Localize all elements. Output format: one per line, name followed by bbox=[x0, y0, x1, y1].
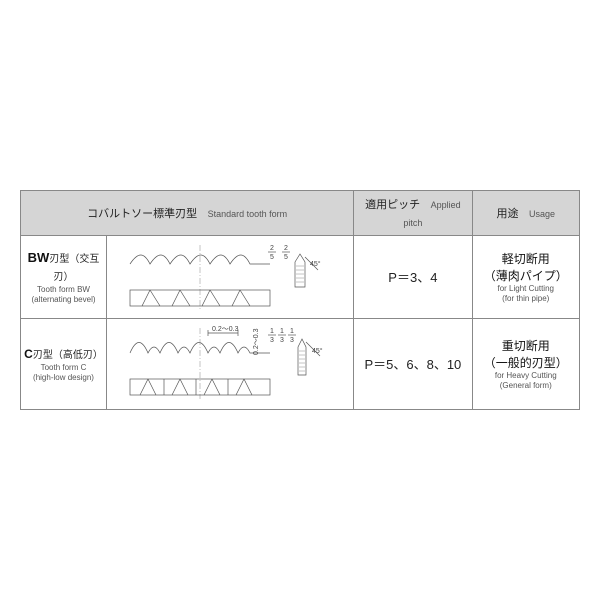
table-container: コバルトソー標準刃型 Standard tooth form 適用ピッチ App… bbox=[20, 190, 580, 410]
header-col1-en: Standard tooth form bbox=[208, 209, 288, 219]
usage-en2-c: (General form) bbox=[475, 381, 578, 391]
row-c-name: C刃型（高低刃） Tooth form C (high-low design) bbox=[21, 319, 107, 410]
frac-num: 2 bbox=[270, 245, 274, 252]
row-bw-usage: 軽切断用 （薄肉パイプ） for Light Cutting (for thin… bbox=[472, 236, 580, 319]
header-pitch: 適用ピッチ Applied pitch bbox=[354, 191, 472, 236]
angle-label-c: 45° bbox=[312, 347, 323, 355]
usage-en1-c: for Heavy Cutting bbox=[475, 371, 578, 381]
row-c-en1: Tooth form C bbox=[23, 363, 104, 373]
row-c-title: C bbox=[24, 347, 33, 361]
frac-den: 5 bbox=[270, 254, 274, 261]
row-c-diagram: 0.2～0.3 1 3 1 3 1 3 0.2～0.3 bbox=[107, 319, 354, 410]
row-bw-diagram: 2 5 2 5 45° bbox=[107, 236, 354, 319]
table-row: C刃型（高低刃） Tooth form C (high-low design) … bbox=[21, 319, 580, 410]
row-c-pitch: P＝5、6、8、10 bbox=[354, 319, 472, 410]
usage-ja2-c: （一般的刃型） bbox=[475, 354, 578, 371]
frac-num-c3: 1 bbox=[290, 328, 294, 335]
frac-num-c: 1 bbox=[270, 328, 274, 335]
header-col3-ja: 用途 bbox=[497, 208, 519, 220]
frac-den-c2: 3 bbox=[280, 337, 284, 344]
usage-ja1-c: 重切断用 bbox=[475, 337, 578, 354]
row-bw-name: BW刃型（交互刃） Tooth form BW (alternating bev… bbox=[21, 236, 107, 319]
top-gap-label: 0.2～0.3 bbox=[212, 326, 239, 333]
frac-den2: 5 bbox=[284, 254, 288, 261]
frac-den-c: 3 bbox=[270, 337, 274, 344]
row-bw-title: BW bbox=[28, 250, 50, 265]
row-c-usage: 重切断用 （一般的刃型） for Heavy Cutting (General … bbox=[472, 319, 580, 410]
row-c-ja-suffix: 刃型（高低刃） bbox=[33, 350, 103, 361]
header-row: コバルトソー標準刃型 Standard tooth form 適用ピッチ App… bbox=[21, 191, 580, 236]
usage-en2: (for thin pipe) bbox=[475, 294, 578, 304]
side-gap-label: 0.2～0.3 bbox=[253, 328, 260, 355]
tooth-form-table: コバルトソー標準刃型 Standard tooth form 適用ピッチ App… bbox=[20, 190, 580, 410]
frac-num2: 2 bbox=[284, 245, 288, 252]
usage-ja2: （薄肉パイプ） bbox=[475, 267, 578, 284]
pitch-value-c: P＝5、6、8、10 bbox=[364, 357, 461, 372]
pitch-value: P＝3、4 bbox=[388, 270, 437, 285]
row-bw-en2: (alternating bevel) bbox=[23, 295, 104, 305]
header-col1-ja: コバルトソー標準刃型 bbox=[87, 208, 197, 220]
frac-den-c3: 3 bbox=[290, 337, 294, 344]
header-col3-en: Usage bbox=[529, 209, 555, 219]
c-diagram-svg: 0.2～0.3 1 3 1 3 1 3 0.2～0.3 bbox=[120, 325, 340, 403]
header-col2-ja: 適用ピッチ bbox=[365, 199, 420, 211]
table-row: BW刃型（交互刃） Tooth form BW (alternating bev… bbox=[21, 236, 580, 319]
row-c-en2: (high-low design) bbox=[23, 373, 104, 383]
row-bw-en1: Tooth form BW bbox=[23, 285, 104, 295]
bw-diagram-svg: 2 5 2 5 45° bbox=[120, 242, 340, 312]
header-usage: 用途 Usage bbox=[472, 191, 580, 236]
header-standard-form: コバルトソー標準刃型 Standard tooth form bbox=[21, 191, 354, 236]
angle-label: 45° bbox=[310, 260, 321, 268]
usage-ja1: 軽切断用 bbox=[475, 250, 578, 267]
row-bw-pitch: P＝3、4 bbox=[354, 236, 472, 319]
row-bw-ja-suffix: 刃型（交互刃） bbox=[49, 254, 99, 283]
frac-num-c2: 1 bbox=[280, 328, 284, 335]
usage-en1: for Light Cutting bbox=[475, 284, 578, 294]
